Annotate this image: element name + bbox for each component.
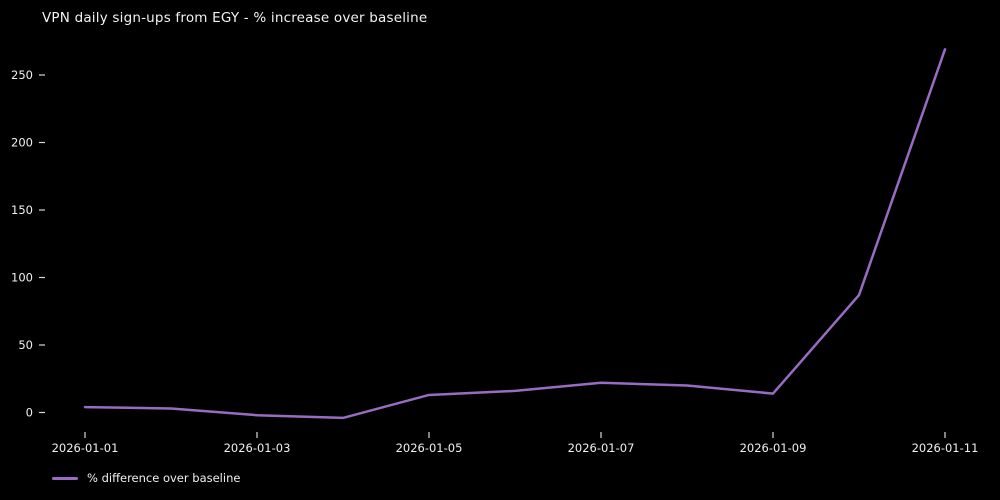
x-tick-label: 2026-01-09 — [740, 441, 807, 455]
x-tick-label: 2026-01-01 — [52, 441, 119, 455]
x-tick-label: 2026-01-03 — [224, 441, 291, 455]
legend-label: % difference over baseline — [87, 471, 241, 485]
legend: % difference over baseline — [52, 471, 240, 485]
legend-line-swatch — [52, 476, 78, 480]
y-tick-label: 150 — [11, 203, 33, 217]
x-tick-label: 2026-01-05 — [396, 441, 463, 455]
y-tick-label: 250 — [11, 68, 33, 82]
x-tick-label: 2026-01-11 — [912, 441, 979, 455]
data-series-line — [83, 48, 947, 420]
y-tick-label: 200 — [11, 136, 33, 150]
y-tick-label: 0 — [26, 406, 33, 420]
x-tick-label: 2026-01-07 — [568, 441, 635, 455]
chart-title: VPN daily sign-ups from EGY - % increase… — [42, 10, 428, 26]
y-tick-label: 50 — [18, 338, 33, 352]
y-tick-label: 100 — [11, 271, 33, 285]
